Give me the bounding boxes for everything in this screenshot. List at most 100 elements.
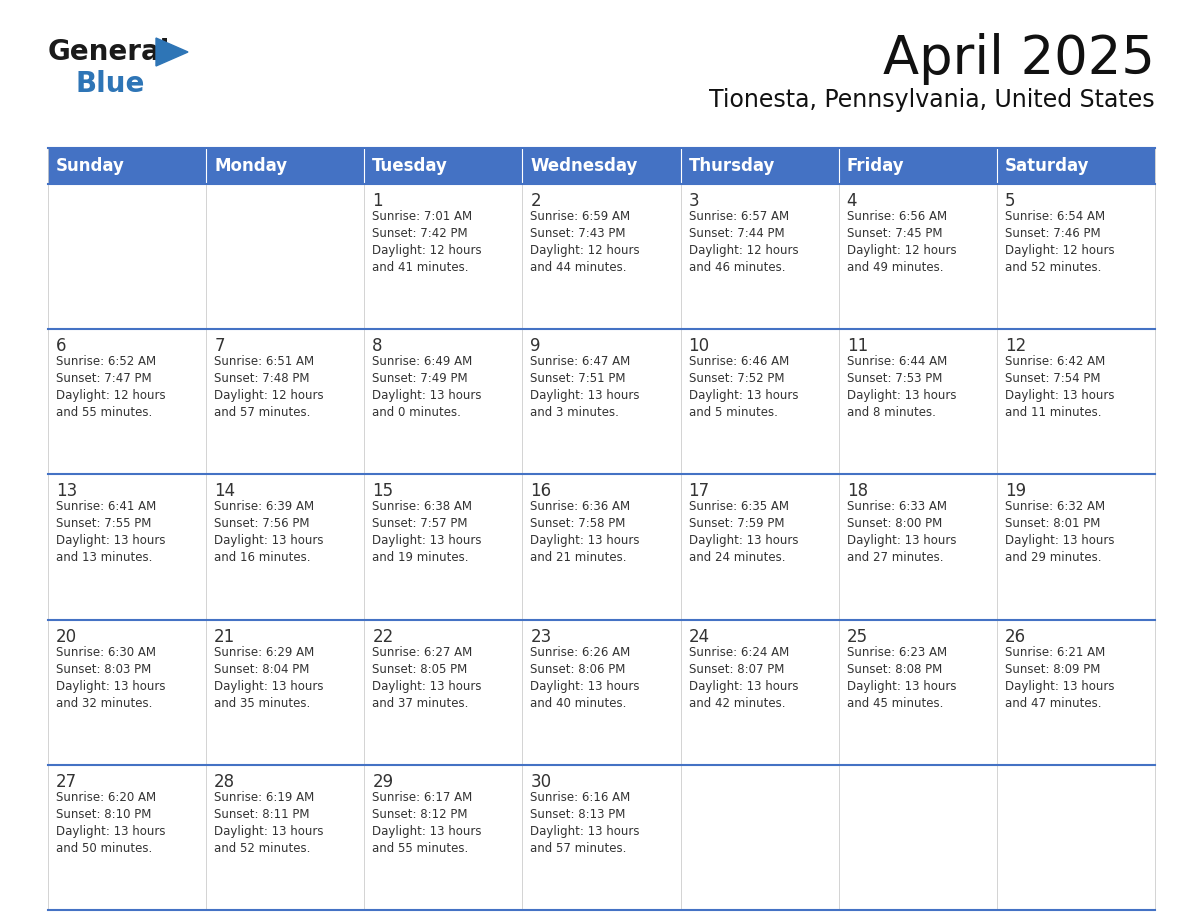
Text: Sunrise: 6:23 AM
Sunset: 8:08 PM
Daylight: 13 hours
and 45 minutes.: Sunrise: 6:23 AM Sunset: 8:08 PM Dayligh… [847,645,956,710]
Text: Sunrise: 6:19 AM
Sunset: 8:11 PM
Daylight: 13 hours
and 52 minutes.: Sunrise: 6:19 AM Sunset: 8:11 PM Dayligh… [214,790,323,855]
Text: Sunrise: 6:36 AM
Sunset: 7:58 PM
Daylight: 13 hours
and 21 minutes.: Sunrise: 6:36 AM Sunset: 7:58 PM Dayligh… [530,500,640,565]
Text: Sunrise: 6:42 AM
Sunset: 7:54 PM
Daylight: 13 hours
and 11 minutes.: Sunrise: 6:42 AM Sunset: 7:54 PM Dayligh… [1005,355,1114,420]
Text: 8: 8 [372,337,383,355]
Bar [681,620,839,765]
Text: Sunrise: 6:56 AM
Sunset: 7:45 PM
Daylight: 12 hours
and 49 minutes.: Sunrise: 6:56 AM Sunset: 7:45 PM Dayligh… [847,210,956,274]
Bar [681,330,839,475]
Text: Sunrise: 6:27 AM
Sunset: 8:05 PM
Daylight: 13 hours
and 37 minutes.: Sunrise: 6:27 AM Sunset: 8:05 PM Dayligh… [372,645,482,710]
Bar [839,765,997,910]
Text: Sunrise: 6:38 AM
Sunset: 7:57 PM
Daylight: 13 hours
and 19 minutes.: Sunrise: 6:38 AM Sunset: 7:57 PM Dayligh… [372,500,482,565]
Text: 18: 18 [847,482,868,500]
Bar [523,475,681,620]
Text: Sunrise: 6:16 AM
Sunset: 8:13 PM
Daylight: 13 hours
and 57 minutes.: Sunrise: 6:16 AM Sunset: 8:13 PM Dayligh… [530,790,640,855]
Bar [207,475,365,620]
Text: General: General [48,38,170,66]
Text: #1a1a1a: #1a1a1a [48,27,55,28]
Text: Sunrise: 6:47 AM
Sunset: 7:51 PM
Daylight: 13 hours
and 3 minutes.: Sunrise: 6:47 AM Sunset: 7:51 PM Dayligh… [530,355,640,420]
Text: Tuesday: Tuesday [372,157,448,175]
Text: Sunrise: 6:44 AM
Sunset: 7:53 PM
Daylight: 13 hours
and 8 minutes.: Sunrise: 6:44 AM Sunset: 7:53 PM Dayligh… [847,355,956,420]
Text: 17: 17 [689,482,709,500]
Text: Sunrise: 6:49 AM
Sunset: 7:49 PM
Daylight: 13 hours
and 0 minutes.: Sunrise: 6:49 AM Sunset: 7:49 PM Dayligh… [372,355,482,420]
Bar [997,184,1155,330]
Bar [48,475,207,620]
Text: 6: 6 [56,337,67,355]
Text: Sunrise: 6:39 AM
Sunset: 7:56 PM
Daylight: 13 hours
and 16 minutes.: Sunrise: 6:39 AM Sunset: 7:56 PM Dayligh… [214,500,323,565]
Text: Sunrise: 6:46 AM
Sunset: 7:52 PM
Daylight: 13 hours
and 5 minutes.: Sunrise: 6:46 AM Sunset: 7:52 PM Dayligh… [689,355,798,420]
Text: 28: 28 [214,773,235,790]
Text: 11: 11 [847,337,868,355]
Bar [681,475,839,620]
Bar [997,330,1155,475]
Text: Friday: Friday [847,157,904,175]
Text: 14: 14 [214,482,235,500]
Text: Sunrise: 6:21 AM
Sunset: 8:09 PM
Daylight: 13 hours
and 47 minutes.: Sunrise: 6:21 AM Sunset: 8:09 PM Dayligh… [1005,645,1114,710]
Text: 27: 27 [56,773,77,790]
Text: Thursday: Thursday [689,157,775,175]
Text: 29: 29 [372,773,393,790]
Text: 12: 12 [1005,337,1026,355]
Text: 16: 16 [530,482,551,500]
Bar [839,620,997,765]
Text: 19: 19 [1005,482,1026,500]
Bar [48,330,207,475]
Bar [48,765,207,910]
Bar [207,765,365,910]
Text: 2: 2 [530,192,541,210]
Polygon shape [156,38,188,66]
Text: 15: 15 [372,482,393,500]
Text: 7: 7 [214,337,225,355]
Text: Saturday: Saturday [1005,157,1089,175]
Text: Sunrise: 6:32 AM
Sunset: 8:01 PM
Daylight: 13 hours
and 29 minutes.: Sunrise: 6:32 AM Sunset: 8:01 PM Dayligh… [1005,500,1114,565]
Text: 24: 24 [689,628,709,645]
Bar [839,184,997,330]
Text: Sunrise: 6:35 AM
Sunset: 7:59 PM
Daylight: 13 hours
and 24 minutes.: Sunrise: 6:35 AM Sunset: 7:59 PM Dayligh… [689,500,798,565]
Text: 13: 13 [56,482,77,500]
Text: Sunrise: 6:20 AM
Sunset: 8:10 PM
Daylight: 13 hours
and 50 minutes.: Sunrise: 6:20 AM Sunset: 8:10 PM Dayligh… [56,790,165,855]
Text: 9: 9 [530,337,541,355]
Bar [365,475,523,620]
Text: Sunrise: 6:51 AM
Sunset: 7:48 PM
Daylight: 12 hours
and 57 minutes.: Sunrise: 6:51 AM Sunset: 7:48 PM Dayligh… [214,355,324,420]
Text: 22: 22 [372,628,393,645]
Text: Sunrise: 6:26 AM
Sunset: 8:06 PM
Daylight: 13 hours
and 40 minutes.: Sunrise: 6:26 AM Sunset: 8:06 PM Dayligh… [530,645,640,710]
Bar [523,330,681,475]
Text: 1: 1 [372,192,383,210]
Text: 20: 20 [56,628,77,645]
Bar [997,475,1155,620]
Text: 23: 23 [530,628,551,645]
Bar [365,184,523,330]
Text: Sunrise: 6:57 AM
Sunset: 7:44 PM
Daylight: 12 hours
and 46 minutes.: Sunrise: 6:57 AM Sunset: 7:44 PM Dayligh… [689,210,798,274]
Text: 25: 25 [847,628,868,645]
Text: 30: 30 [530,773,551,790]
Bar [523,765,681,910]
Text: Sunrise: 6:29 AM
Sunset: 8:04 PM
Daylight: 13 hours
and 35 minutes.: Sunrise: 6:29 AM Sunset: 8:04 PM Dayligh… [214,645,323,710]
Text: April 2025: April 2025 [883,33,1155,85]
Text: Sunrise: 6:41 AM
Sunset: 7:55 PM
Daylight: 13 hours
and 13 minutes.: Sunrise: 6:41 AM Sunset: 7:55 PM Dayligh… [56,500,165,565]
Bar [365,330,523,475]
Text: Sunrise: 6:24 AM
Sunset: 8:07 PM
Daylight: 13 hours
and 42 minutes.: Sunrise: 6:24 AM Sunset: 8:07 PM Dayligh… [689,645,798,710]
Bar [997,620,1155,765]
Bar [365,620,523,765]
Bar [207,330,365,475]
Text: Sunrise: 6:52 AM
Sunset: 7:47 PM
Daylight: 12 hours
and 55 minutes.: Sunrise: 6:52 AM Sunset: 7:47 PM Dayligh… [56,355,165,420]
Text: 3: 3 [689,192,700,210]
Text: Monday: Monday [214,157,287,175]
Text: Sunrise: 7:01 AM
Sunset: 7:42 PM
Daylight: 12 hours
and 41 minutes.: Sunrise: 7:01 AM Sunset: 7:42 PM Dayligh… [372,210,482,274]
Bar [997,765,1155,910]
Bar [207,620,365,765]
Text: Blue: Blue [76,70,145,98]
Bar [681,184,839,330]
Text: Sunrise: 6:54 AM
Sunset: 7:46 PM
Daylight: 12 hours
and 52 minutes.: Sunrise: 6:54 AM Sunset: 7:46 PM Dayligh… [1005,210,1114,274]
Text: 4: 4 [847,192,858,210]
Bar [839,475,997,620]
Text: Sunrise: 6:30 AM
Sunset: 8:03 PM
Daylight: 13 hours
and 32 minutes.: Sunrise: 6:30 AM Sunset: 8:03 PM Dayligh… [56,645,165,710]
Text: Sunrise: 6:59 AM
Sunset: 7:43 PM
Daylight: 12 hours
and 44 minutes.: Sunrise: 6:59 AM Sunset: 7:43 PM Dayligh… [530,210,640,274]
Bar [207,184,365,330]
Bar [839,330,997,475]
Bar [523,620,681,765]
Bar [523,184,681,330]
Text: Wednesday: Wednesday [530,157,638,175]
Bar [48,184,207,330]
Text: 5: 5 [1005,192,1016,210]
Bar [365,765,523,910]
Bar [48,148,1155,184]
